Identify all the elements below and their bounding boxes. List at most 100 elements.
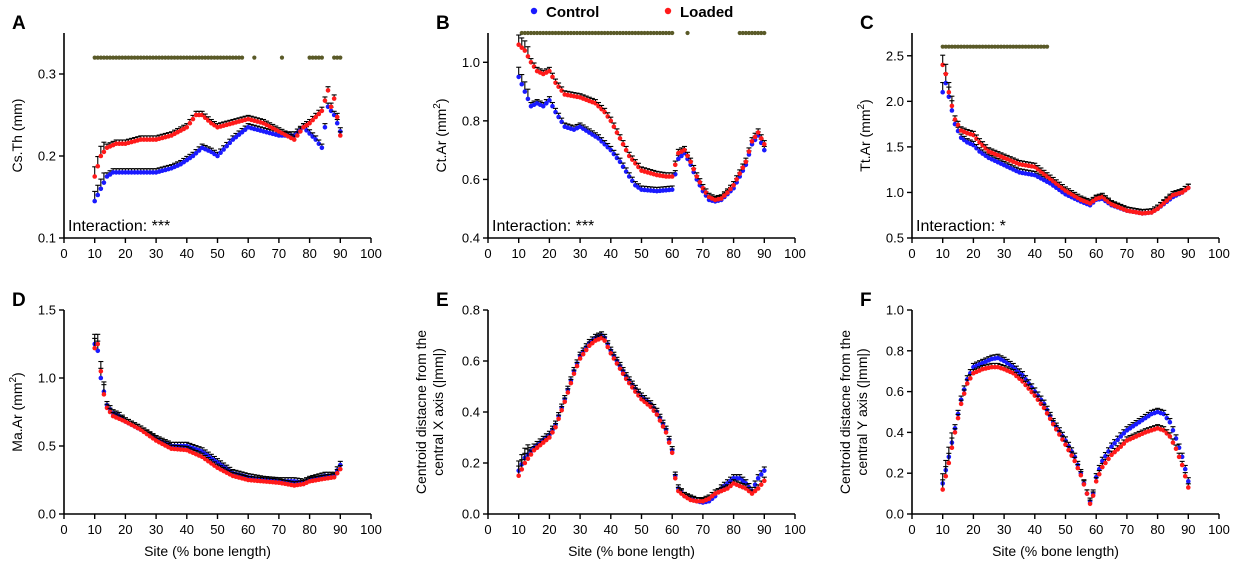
significance-marker — [968, 44, 973, 49]
significance-marker — [1044, 44, 1050, 49]
data-point-loaded — [946, 460, 952, 466]
data-point-loaded — [577, 356, 583, 361]
data-point-control — [679, 153, 684, 159]
data-point-loaded — [534, 445, 540, 451]
significance-marker — [1023, 44, 1028, 49]
significance-marker — [685, 30, 690, 36]
x-tick-label: 0 — [484, 246, 491, 261]
significance-marker — [971, 44, 976, 49]
x-tick-label: 20 — [118, 522, 132, 537]
data-point-loaded — [519, 467, 525, 472]
significance-marker — [568, 30, 573, 36]
significance-marker — [120, 55, 125, 60]
data-point-loaded — [669, 450, 675, 456]
data-point-control — [233, 134, 239, 140]
data-point-loaded — [1087, 501, 1093, 507]
x-tick-label: 50 — [210, 246, 224, 261]
data-point-control — [940, 89, 945, 95]
data-point-loaded — [762, 141, 767, 147]
data-point-loaded — [1109, 452, 1114, 458]
y-tick-label: 2.0 — [886, 94, 904, 109]
significance-marker — [1017, 44, 1022, 49]
data-point-loaded — [1186, 485, 1191, 490]
data-point-loaded — [522, 460, 528, 466]
data-point-control — [98, 375, 104, 381]
legend-label-control: Control — [546, 4, 599, 21]
data-point-control — [676, 156, 681, 162]
data-point-loaded — [620, 141, 626, 147]
data-point-control — [943, 80, 949, 86]
data-point-loaded — [325, 88, 331, 93]
x-tick-label: 60 — [241, 246, 255, 261]
significance-marker — [1020, 44, 1025, 49]
data-point-loaded — [1032, 393, 1038, 398]
y-tick-label: 0.2 — [462, 456, 480, 471]
data-point-control — [1167, 419, 1173, 425]
significance-marker — [633, 30, 638, 36]
data-point-loaded — [685, 153, 690, 159]
data-point-loaded — [660, 424, 666, 429]
data-point-control — [1186, 479, 1191, 484]
significance-marker — [962, 44, 967, 49]
x-tick-label: 70 — [696, 246, 710, 261]
significance-marker — [571, 30, 577, 36]
y-tick-label: 0.8 — [886, 343, 904, 358]
x-tick-label: 60 — [665, 522, 679, 537]
significance-marker — [126, 55, 131, 60]
x-tick-label: 40 — [180, 246, 194, 261]
significance-marker — [617, 30, 623, 36]
x-tick-label: 90 — [757, 246, 771, 261]
data-point-loaded — [1069, 453, 1074, 458]
significance-marker — [648, 30, 653, 36]
y-tick-label: 0.4 — [462, 405, 480, 420]
significance-marker — [316, 55, 321, 60]
significance-marker — [196, 55, 202, 60]
data-point-loaded — [725, 486, 730, 491]
data-point-loaded — [749, 491, 755, 496]
data-point-loaded — [190, 116, 196, 122]
significance-marker — [544, 30, 549, 36]
y-tick-label: 0.0 — [886, 507, 904, 522]
data-point-loaded — [746, 149, 752, 154]
data-point-control — [193, 150, 199, 156]
significance-marker — [946, 44, 951, 49]
significance-marker — [587, 30, 592, 36]
data-point-loaded — [310, 117, 315, 123]
data-point-loaded — [1066, 447, 1071, 453]
significance-marker — [114, 55, 119, 60]
data-point-control — [629, 178, 635, 184]
data-point-loaded — [107, 409, 113, 415]
data-point-loaded — [602, 338, 607, 343]
significance-marker — [200, 55, 205, 60]
y-axis-label-main: Cs.Th (mm) — [9, 99, 25, 173]
significance-marker — [528, 30, 534, 36]
data-point-loaded — [547, 68, 552, 74]
x-tick-label: 90 — [333, 246, 347, 261]
significance-marker — [759, 30, 764, 36]
y-axis-label-superscript: 2 — [8, 377, 19, 383]
significance-marker — [1014, 44, 1019, 49]
x-tick-label: 30 — [997, 522, 1011, 537]
data-point-loaded — [1182, 473, 1188, 479]
x-tick-label: 50 — [634, 246, 648, 261]
y-tick-label: 1.0 — [38, 371, 56, 386]
y-tick-label: 0.2 — [886, 466, 904, 481]
x-tick-label: 60 — [1089, 522, 1103, 537]
data-point-control — [227, 140, 233, 146]
data-point-loaded — [633, 161, 638, 166]
data-point-loaded — [1090, 493, 1096, 498]
data-point-loaded — [734, 177, 739, 182]
data-point-loaded — [1155, 206, 1160, 212]
significance-marker — [553, 30, 558, 36]
data-point-loaded — [338, 133, 343, 138]
significance-marker — [1002, 44, 1007, 49]
data-point-control — [669, 187, 675, 192]
data-point-control — [218, 150, 223, 156]
significance-marker — [645, 30, 650, 36]
data-point-control — [1170, 428, 1176, 433]
data-point-loaded — [1093, 479, 1099, 484]
data-point-loaded — [331, 96, 337, 101]
data-point-control — [608, 147, 614, 153]
data-point-control — [95, 348, 101, 354]
significance-marker — [740, 30, 745, 36]
